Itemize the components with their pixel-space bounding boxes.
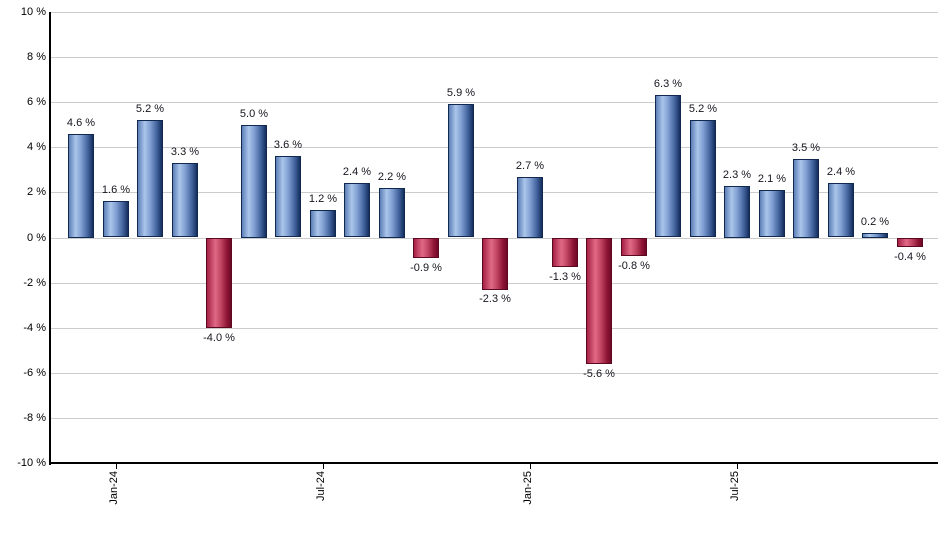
bar-positive (793, 159, 819, 238)
x-axis-tick (116, 464, 117, 469)
bar-value-label: 3.3 % (170, 146, 200, 158)
y-axis-tick-label: 2 % (27, 186, 46, 198)
bar-value-label: 5.2 % (135, 103, 165, 115)
bar-positive (828, 183, 854, 237)
gridline (51, 57, 938, 58)
y-axis-tick-label: 6 % (27, 96, 46, 108)
x-axis-tick-label: Jan-24 (108, 471, 120, 505)
bar-value-label: 3.5 % (791, 142, 821, 154)
gridline (51, 102, 938, 103)
bar-positive (517, 177, 543, 238)
bar-value-label: 2.3 % (722, 169, 752, 181)
bar-value-label: 5.0 % (239, 108, 269, 120)
bar-value-label: 0.2 % (860, 216, 890, 228)
bar-value-label: 2.4 % (342, 166, 372, 178)
gridline (51, 147, 938, 148)
bar-negative (897, 238, 923, 247)
bar-positive (275, 156, 301, 237)
gridline (51, 192, 938, 193)
bar-value-label: 6.3 % (653, 78, 683, 90)
y-axis-tick-label: 0 % (27, 232, 46, 244)
y-axis (49, 12, 51, 465)
bar-positive (310, 210, 336, 237)
bar-value-label: 5.2 % (688, 103, 718, 115)
bar-positive (137, 120, 163, 237)
bar-positive (724, 186, 750, 238)
x-axis-tick-label: Jul-25 (729, 471, 741, 501)
bar-value-label: -0.9 % (410, 262, 442, 274)
bar-positive (448, 104, 474, 237)
bar-value-label: 3.6 % (273, 139, 303, 151)
y-axis-tick-label: 4 % (27, 141, 46, 153)
bar-negative (621, 238, 647, 256)
bar-value-label: -0.4 % (894, 251, 926, 263)
bar-value-label: -4.0 % (203, 332, 235, 344)
bar-positive (655, 95, 681, 237)
bar-positive (68, 134, 94, 238)
bar-value-label: 5.9 % (446, 87, 476, 99)
x-axis-tick (737, 464, 738, 469)
bar-negative (206, 238, 232, 328)
y-axis-tick-label: 10 % (20, 6, 46, 18)
bar-value-label: 2.1 % (757, 173, 787, 185)
bar-value-label: 1.2 % (308, 193, 338, 205)
x-axis-tick-label: Jul-24 (315, 471, 327, 501)
y-axis-tick-label: -8 % (23, 412, 46, 424)
bar-positive (241, 125, 267, 238)
gridline (51, 12, 938, 13)
bar-value-label: -0.8 % (618, 260, 650, 272)
bar-positive (690, 120, 716, 237)
bar-value-label: 2.4 % (826, 166, 856, 178)
y-axis-tick-label: -4 % (23, 322, 46, 334)
bar-value-label: 1.6 % (101, 184, 131, 196)
gridline (51, 328, 938, 329)
y-axis-tick-label: -2 % (23, 277, 46, 289)
bar-positive (862, 233, 888, 238)
gridline (51, 373, 938, 374)
bar-value-label: -2.3 % (479, 293, 511, 305)
bar-negative (552, 238, 578, 267)
gridline (51, 418, 938, 419)
bar-positive (103, 201, 129, 237)
y-axis-tick-label: 8 % (27, 51, 46, 63)
bar-positive (172, 163, 198, 237)
bar-positive (759, 190, 785, 237)
bar-value-label: 2.7 % (515, 160, 545, 172)
bar-negative (482, 238, 508, 290)
bar-value-label: -1.3 % (549, 271, 581, 283)
x-axis-tick (530, 464, 531, 469)
y-axis-tick-label: -6 % (23, 367, 46, 379)
y-axis-tick-label: -10 % (17, 457, 46, 469)
x-axis (49, 462, 938, 464)
bar-positive (379, 188, 405, 238)
bar-positive (344, 183, 370, 237)
x-axis-tick-label: Jan-25 (522, 471, 534, 505)
bar-negative (586, 238, 612, 364)
bar-value-label: 2.2 % (377, 171, 407, 183)
bar-value-label: -5.6 % (583, 368, 615, 380)
x-axis-tick (323, 464, 324, 469)
bar-negative (413, 238, 439, 258)
bar-value-label: 4.6 % (66, 117, 96, 129)
